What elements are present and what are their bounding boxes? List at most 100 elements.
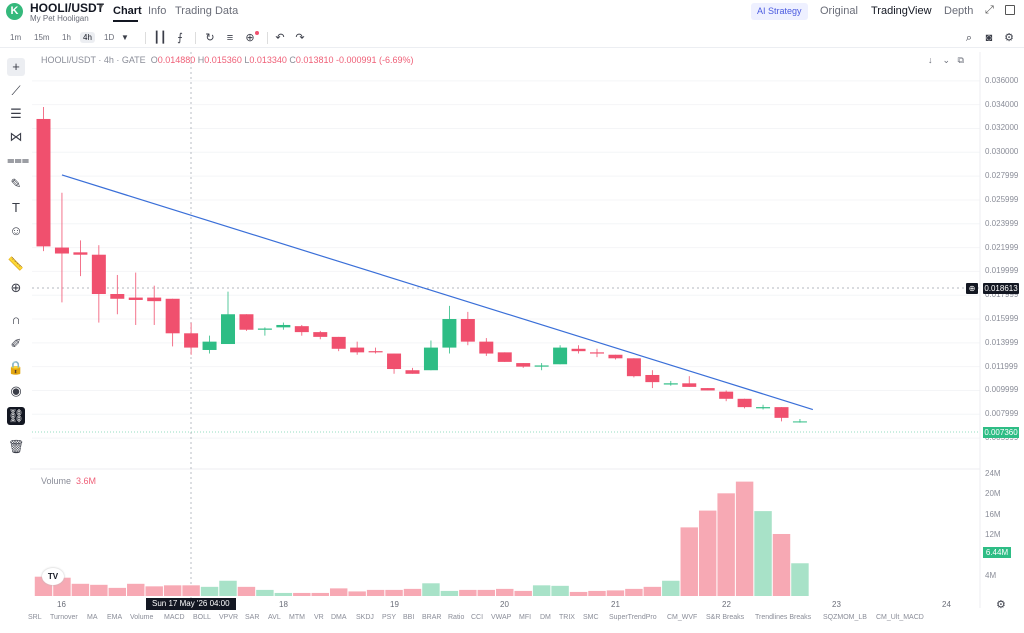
timeframe-1m[interactable]: 1m: [10, 33, 22, 42]
tab-info[interactable]: Info: [148, 5, 167, 17]
link-icon[interactable]: ⛓: [7, 407, 25, 425]
pane-controls[interactable]: ↓ ⌄ ⧉: [928, 55, 964, 65]
candle-body: [276, 324, 291, 328]
settings-list-icon[interactable]: ≡: [226, 32, 234, 44]
timeframe-1h[interactable]: 1h: [62, 33, 71, 42]
indicators-icon[interactable]: ⨍: [177, 32, 183, 44]
pattern-tool-icon[interactable]: ⋈: [9, 129, 23, 144]
indicator-item[interactable]: VWAP: [491, 614, 512, 621]
indicator-item[interactable]: MA: [87, 614, 98, 621]
indicator-item[interactable]: CM_Ult_MACD: [876, 614, 924, 621]
indicator-item[interactable]: TRIX: [559, 614, 575, 621]
indicator-item[interactable]: SQZMOM_LB: [823, 614, 867, 621]
view-original[interactable]: Original: [820, 5, 858, 17]
timeframe-dropdown-icon[interactable]: ▼: [121, 33, 129, 42]
indicator-item[interactable]: VR: [314, 614, 324, 621]
indicator-item[interactable]: BBI: [403, 614, 415, 621]
timeframe-1d[interactable]: 1D: [104, 33, 115, 42]
indicator-item[interactable]: S&R Breaks: [706, 614, 745, 621]
indicator-item[interactable]: Turnover: [50, 614, 78, 621]
fib-tool-icon[interactable]: ⩶: [7, 152, 30, 167]
price-tick: 0.013999: [985, 337, 1019, 347]
high-value: 0.015360: [204, 55, 242, 65]
price-tick: 0.021999: [985, 242, 1019, 252]
candle-body: [571, 348, 586, 352]
indicator-item[interactable]: Ratio: [448, 614, 465, 621]
search-icon[interactable]: ⌕: [965, 32, 973, 44]
indicator-item[interactable]: VPVR: [219, 614, 239, 621]
candle-body: [442, 319, 457, 348]
timeframe-4h[interactable]: 4h: [80, 32, 95, 43]
indicator-item[interactable]: BRAR: [422, 614, 442, 621]
volume-bar: [293, 592, 311, 596]
volume-bar: [514, 590, 532, 596]
indicator-item[interactable]: MACD: [164, 614, 185, 621]
redo-icon[interactable]: ↷: [295, 32, 305, 44]
brush-icon[interactable]: ✎: [10, 176, 22, 191]
indicator-item[interactable]: EMA: [107, 614, 123, 621]
expand-icon[interactable]: ⤢: [985, 4, 994, 16]
tab-trading-data[interactable]: Trading Data: [175, 5, 239, 17]
fullscreen-icon[interactable]: [1005, 5, 1015, 15]
ai-strategy-button[interactable]: AI Strategy: [751, 3, 808, 20]
indicator-item[interactable]: SRL: [28, 614, 42, 621]
legend-symbol: HOOLI/USDT · 4h · GATE: [41, 55, 146, 65]
indicator-item[interactable]: MTM: [289, 614, 305, 621]
indicator-item[interactable]: SKDJ: [356, 614, 374, 621]
volume-bar: [182, 585, 200, 596]
candle-body: [534, 365, 549, 367]
indicator-item[interactable]: CM_WVF: [667, 614, 698, 621]
volume-tick: 12M: [985, 530, 1001, 539]
indicator-item[interactable]: SMC: [583, 614, 599, 621]
trendline-tool-icon[interactable]: ⟋: [11, 83, 21, 98]
indicator-item[interactable]: PSY: [382, 614, 397, 621]
pair-selector[interactable]: HOOLI/USDT: [30, 1, 104, 15]
indicator-item[interactable]: Trendlines Breaks: [755, 614, 812, 621]
open-value: 0.014880: [157, 55, 196, 65]
indicator-item[interactable]: BOLL: [193, 614, 211, 621]
indicator-item[interactable]: Volume: [130, 614, 154, 621]
timeframe-15m[interactable]: 15m: [34, 33, 50, 42]
tab-chart[interactable]: Chart: [113, 5, 142, 17]
zoom-in-icon[interactable]: ⊕: [10, 280, 22, 295]
view-tradingview[interactable]: TradingView: [871, 5, 932, 17]
emoji-icon[interactable]: ☺: [9, 223, 23, 238]
indicator-item[interactable]: SAR: [245, 614, 260, 621]
indicator-item[interactable]: DM: [540, 614, 551, 621]
indicator-bar: SRL Turnover MA EMA Volume MACD BOLL VPVR SAR AVL…: [0, 611, 1024, 633]
ruler-icon[interactable]: 📏: [7, 256, 25, 271]
candle-body: [737, 398, 752, 408]
candle-type-icon[interactable]: ┃┃: [153, 32, 167, 44]
replay-icon[interactable]: ↻: [205, 32, 215, 44]
eye-icon[interactable]: ◉: [10, 383, 22, 398]
pencil-lock-icon[interactable]: ✐: [10, 336, 22, 351]
volume-bar: [311, 592, 329, 596]
undo-icon[interactable]: ↶: [275, 32, 285, 44]
camera-icon[interactable]: ◙: [985, 32, 993, 44]
indicator-item[interactable]: CCI: [471, 614, 484, 621]
lock-icon[interactable]: 🔒: [7, 360, 25, 375]
chevron-down-icon[interactable]: ▾: [99, 2, 104, 11]
ohlc-legend: HOOLI/USDT · 4h · GATE O0.014880 H0.0153…: [41, 55, 414, 65]
view-depth[interactable]: Depth: [944, 5, 974, 17]
candle-body: [590, 352, 604, 354]
price-tick: 0.030000: [985, 147, 1019, 157]
horizontal-lines-icon[interactable]: ☰: [10, 106, 22, 121]
indicator-item[interactable]: MFI: [519, 614, 532, 621]
chart-settings-icon[interactable]: ⚙: [996, 599, 1006, 611]
indicator-item[interactable]: AVL: [268, 614, 281, 621]
volume-value: 3.6M: [76, 476, 97, 486]
text-tool-icon[interactable]: T: [12, 200, 20, 215]
gear-icon[interactable]: ⚙: [1004, 32, 1014, 44]
crosshair-icon[interactable]: +: [7, 58, 25, 76]
indicator-item[interactable]: DMA: [331, 614, 347, 621]
volume-legend: Volume 3.6M: [41, 476, 96, 486]
indicator-item[interactable]: SuperTrendPro: [609, 614, 657, 621]
tradingview-logo[interactable]: TV: [42, 568, 64, 585]
add-alert-icon[interactable]: ⊕: [966, 283, 978, 294]
magnet-icon[interactable]: ∩: [11, 312, 21, 327]
alert-add-icon[interactable]: ⊕: [245, 32, 255, 44]
alert-dot: [255, 31, 259, 35]
trash-icon[interactable]: 🗑: [7, 439, 25, 454]
